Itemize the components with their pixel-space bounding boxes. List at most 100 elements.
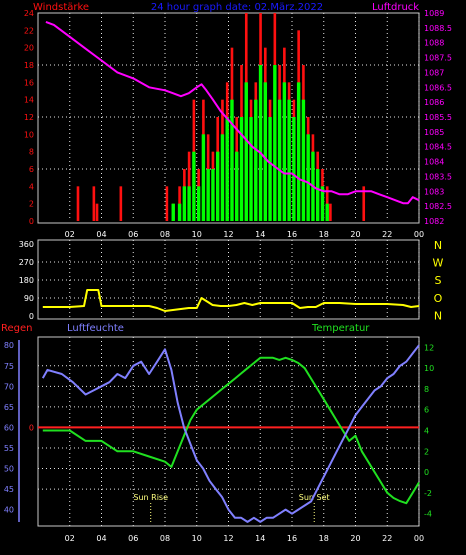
compass-label: N xyxy=(434,309,442,322)
gust-bar xyxy=(239,117,244,221)
pressure-tick-label: 1083 xyxy=(424,187,444,196)
time-tick-label: 18 xyxy=(319,230,329,239)
gust-bar xyxy=(273,65,277,221)
direction-tick-label: 360 xyxy=(19,240,34,249)
wind-tick-label: 18 xyxy=(24,61,34,70)
humidity-tick-label: 80 xyxy=(4,341,14,350)
gust-bar xyxy=(301,99,306,221)
temperature-line-group xyxy=(42,356,420,505)
wind-tick-label: 24 xyxy=(24,9,34,18)
wind-tick-label: 2 xyxy=(29,200,34,209)
time-tick-label: 08 xyxy=(160,534,170,543)
compass-label: N xyxy=(434,239,442,252)
header-pressure-label: Luftdruck xyxy=(372,2,419,13)
pressure-tick-label: 1082.5 xyxy=(424,202,452,211)
temperature-label: Temperatur xyxy=(311,323,370,334)
direction-tick-label: 90 xyxy=(24,294,34,303)
wind-bar xyxy=(76,186,80,221)
pressure-tick-label: 1088.5 xyxy=(424,24,452,33)
gust-bar xyxy=(287,99,291,221)
wind-bar xyxy=(92,186,96,221)
wind-tick-label: 16 xyxy=(24,78,34,87)
pressure-axis-ticks: 1082 1082.5 1083 1083.5 1084 1084.5 1085 1085.5… xyxy=(424,9,452,226)
compass-label: W xyxy=(433,257,444,270)
temperature-axis-ticks: -4 -2 0 2 4 6 8 10 12 xyxy=(424,343,434,518)
temperature-tick-label: -4 xyxy=(424,510,432,519)
gust-bar xyxy=(211,169,215,221)
wind-tick-label: 4 xyxy=(29,182,34,191)
rain-label: Regen xyxy=(1,323,33,334)
time-tick-label: 02 xyxy=(65,534,75,543)
compass-label: O xyxy=(434,292,443,305)
gust-bar xyxy=(215,151,220,221)
gust-bar xyxy=(201,134,206,221)
gust-bars xyxy=(171,65,329,221)
pressure-tick-label: 1086.5 xyxy=(424,83,452,92)
gust-bar xyxy=(182,186,187,221)
wind-tick-label: 14 xyxy=(24,96,34,105)
wind-tick-label: 20 xyxy=(24,44,34,53)
temperature-tick-label: 6 xyxy=(424,406,429,415)
humidity-tick-label: 65 xyxy=(4,403,14,412)
pressure-tick-label: 1089 xyxy=(424,9,444,18)
gust-bar xyxy=(230,99,234,221)
humidity-time-axis: 02 04 06 08 10 12 14 16 18 20 22 00 xyxy=(65,534,424,543)
gust-bar xyxy=(187,186,191,221)
pressure-tick-label: 1084 xyxy=(424,158,444,167)
gust-bar xyxy=(277,99,282,221)
temperature-tick-label: 4 xyxy=(424,427,429,436)
time-tick-label: 04 xyxy=(96,230,106,239)
humidity-line-group xyxy=(41,344,420,523)
wind-bar xyxy=(165,186,169,221)
time-tick-label: 02 xyxy=(65,230,75,239)
gust-bar xyxy=(306,134,310,221)
temperature-tick-label: 2 xyxy=(424,447,429,456)
gust-bar xyxy=(316,169,320,221)
gust-bar xyxy=(225,117,229,221)
gust-bar xyxy=(282,82,287,221)
gust-bar xyxy=(171,203,175,221)
wind-bar xyxy=(325,186,329,221)
pressure-tick-label: 1087 xyxy=(424,68,444,77)
sunrise-label: Sun Rise xyxy=(133,493,168,502)
humidity-line xyxy=(41,344,420,523)
humidity-tick-label: 40 xyxy=(4,506,14,515)
wind-tick-label: 12 xyxy=(24,113,34,122)
gust-bar xyxy=(292,117,296,221)
wind-tick-label: 8 xyxy=(29,148,34,157)
gust-bar xyxy=(249,117,253,221)
gust-bar xyxy=(325,203,329,221)
gust-bar xyxy=(192,151,196,221)
gust-bar xyxy=(254,99,258,221)
wind-direction-line xyxy=(42,289,420,312)
time-tick-label: 18 xyxy=(319,534,329,543)
direction-tick-label: 180 xyxy=(19,276,34,285)
time-tick-label: 04 xyxy=(96,534,106,543)
time-tick-label: 12 xyxy=(223,230,233,239)
time-tick-label: 14 xyxy=(255,534,265,543)
time-tick-label: 14 xyxy=(255,230,265,239)
time-tick-label: 10 xyxy=(192,230,202,239)
pressure-tick-label: 1084.5 xyxy=(424,143,452,152)
rain-tick-label: 0 xyxy=(29,423,34,432)
pressure-tick-label: 1085.5 xyxy=(424,113,452,122)
pressure-line-group xyxy=(45,20,420,205)
time-tick-label: 22 xyxy=(382,534,392,543)
wind-bar xyxy=(362,186,366,221)
temperature-line xyxy=(42,356,420,505)
time-tick-label: 16 xyxy=(287,230,297,239)
gust-bar xyxy=(268,117,272,221)
sun-markers: Sun Rise Sun Set xyxy=(133,493,330,524)
direction-tick-label: 0 xyxy=(29,312,34,321)
time-tick-label: 12 xyxy=(223,534,233,543)
gust-bar xyxy=(258,65,263,221)
temperature-tick-label: 8 xyxy=(424,385,429,394)
temperature-tick-label: -2 xyxy=(424,489,432,498)
humidity-tick-label: 75 xyxy=(4,362,14,371)
time-tick-label: 00 xyxy=(414,230,424,239)
wind-time-axis: 02 04 06 08 10 12 14 16 18 20 22 00 xyxy=(65,230,424,239)
rain-line-group: 0 xyxy=(29,423,419,432)
humidity-tick-label: 60 xyxy=(4,423,14,432)
